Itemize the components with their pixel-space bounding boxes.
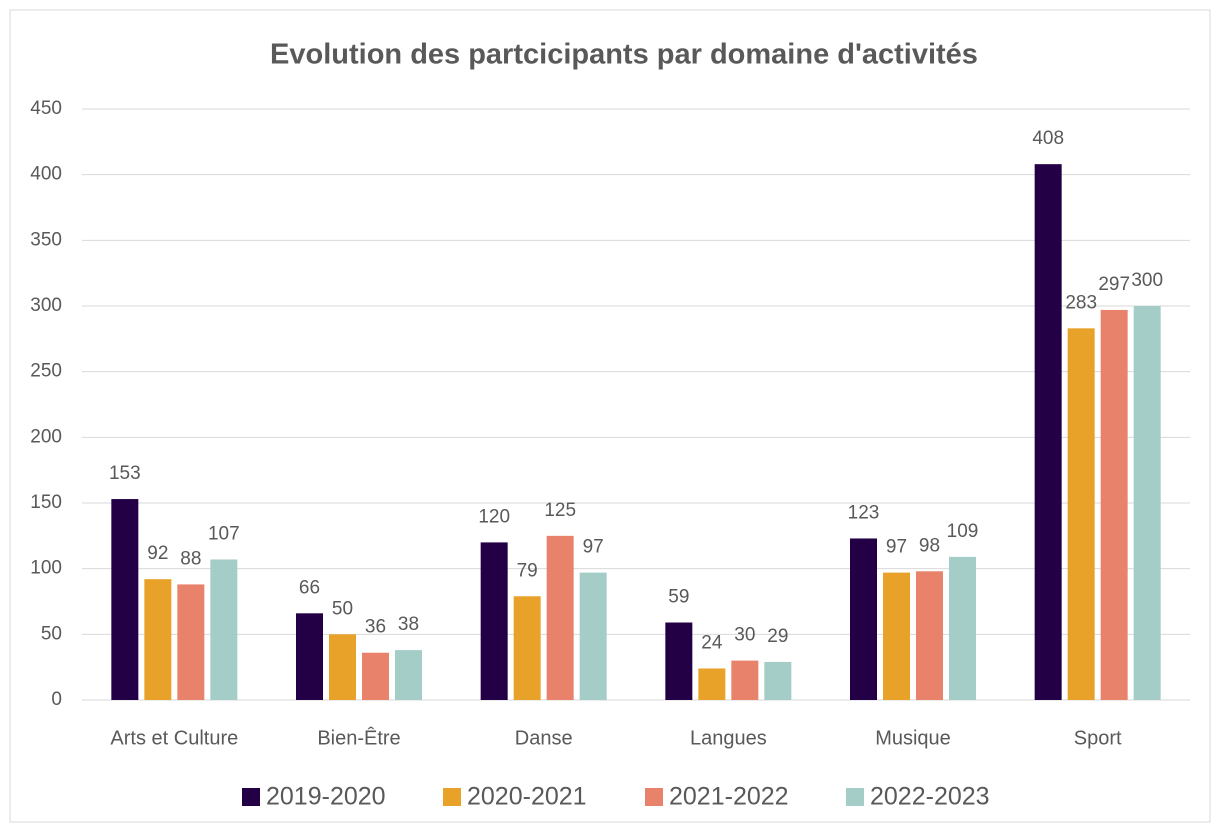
data-label: 38 [398, 614, 419, 635]
legend-swatch [242, 788, 260, 806]
bar [480, 542, 508, 700]
bar [698, 668, 726, 700]
data-label: 98 [919, 535, 940, 556]
data-label: 30 [734, 625, 755, 646]
bar [665, 622, 693, 700]
bar [850, 538, 877, 700]
bar [362, 652, 389, 700]
y-tick-label: 0 [51, 689, 62, 710]
bar [1067, 328, 1095, 700]
x-tick-label: Arts et Culture [110, 727, 238, 749]
data-label: 97 [886, 537, 907, 558]
data-label: 50 [332, 598, 353, 619]
x-tick-label: Bien-Être [317, 726, 400, 749]
bar [296, 613, 323, 700]
bar [883, 572, 910, 700]
legend-swatch [846, 788, 864, 806]
y-tick-label: 250 [30, 361, 62, 382]
data-label: 29 [767, 626, 788, 647]
y-tick-label: 300 [30, 295, 62, 316]
bar [395, 650, 422, 700]
bar [513, 596, 541, 700]
data-label: 123 [848, 502, 880, 523]
data-label: 36 [365, 617, 386, 638]
bar [764, 661, 792, 700]
data-label: 408 [1032, 128, 1064, 149]
bar [1133, 306, 1161, 700]
bar [1034, 164, 1062, 700]
x-tick-label: Musique [875, 727, 951, 749]
data-label: 109 [947, 521, 979, 542]
data-label: 66 [299, 577, 320, 598]
y-tick-label: 150 [30, 492, 62, 513]
legend-swatch [645, 788, 663, 806]
bar [177, 584, 205, 700]
chart-title: Evolution des partcicipants par domaine … [270, 39, 978, 71]
bar [546, 535, 574, 700]
legend-label: 2022-2023 [870, 783, 990, 811]
bar [144, 579, 172, 700]
data-label: 120 [478, 506, 510, 527]
x-tick-label: Sport [1074, 727, 1122, 749]
y-tick-label: 200 [30, 426, 62, 447]
legend-label: 2021-2022 [669, 783, 789, 811]
y-tick-label: 100 [30, 558, 62, 579]
data-label: 125 [544, 500, 576, 521]
data-label: 59 [668, 587, 689, 608]
legend-label: 2019-2020 [266, 783, 386, 811]
bar [329, 634, 356, 700]
data-label: 107 [208, 523, 240, 544]
data-label: 153 [109, 463, 141, 484]
data-label: 300 [1131, 270, 1163, 291]
bar [731, 660, 759, 700]
y-tick-label: 50 [41, 623, 62, 644]
bar [579, 572, 607, 700]
bar [1100, 309, 1128, 700]
bar [210, 559, 238, 700]
data-label: 88 [180, 548, 201, 569]
chart-border [9, 9, 1211, 823]
data-label: 97 [583, 537, 604, 558]
bar [916, 571, 943, 700]
y-tick-label: 400 [30, 164, 62, 185]
y-tick-label: 450 [30, 98, 62, 119]
legend-swatch [443, 788, 461, 806]
legend-label: 2020-2021 [467, 783, 587, 811]
data-label: 79 [517, 560, 538, 581]
data-label: 24 [701, 632, 723, 653]
data-label: 283 [1065, 292, 1097, 313]
x-tick-label: Danse [515, 727, 573, 749]
bar [111, 499, 139, 700]
x-tick-label: Langues [690, 727, 767, 749]
data-label: 92 [147, 543, 168, 564]
data-label: 297 [1098, 274, 1130, 295]
y-tick-label: 350 [30, 229, 62, 250]
bar [949, 556, 976, 700]
